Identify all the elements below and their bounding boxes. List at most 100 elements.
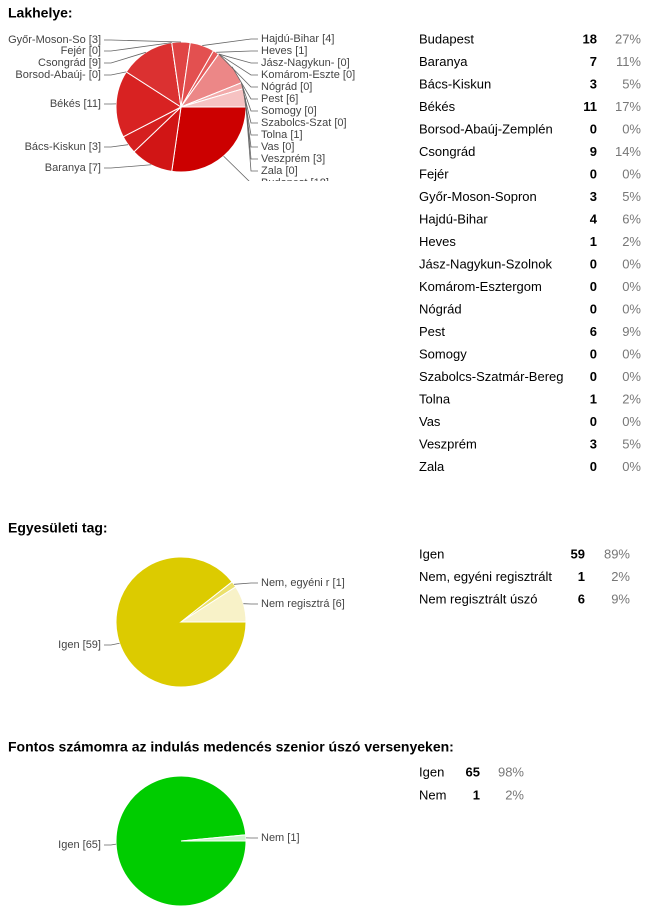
row-count: 0 <box>590 459 597 474</box>
row-count: 7 <box>590 54 597 69</box>
row-count: 0 <box>590 414 597 429</box>
row-count: 3 <box>590 436 597 451</box>
row-percent: 89% <box>604 546 630 561</box>
pie-label: Csongrád [9] <box>38 57 101 69</box>
leader-line <box>216 50 258 53</box>
row-label: Békés <box>419 99 456 114</box>
row-percent: 2% <box>622 234 641 249</box>
row-label: Csongrád <box>419 144 475 159</box>
pie-chart <box>115 775 247 907</box>
row-label: Pest <box>419 324 445 339</box>
row-percent: 0% <box>622 369 641 384</box>
pie-label: Szabolcs-Szat [0] <box>261 117 347 129</box>
pie-label: Veszprém [3] <box>261 153 325 165</box>
row-label: Vas <box>419 414 441 429</box>
row-label: Tolna <box>419 391 451 406</box>
row-percent: 98% <box>498 764 524 779</box>
row-label: Borsod-Abaúj-Zemplén <box>419 121 553 136</box>
row-percent: 0% <box>622 279 641 294</box>
leader-line <box>104 164 152 169</box>
pie-label: Hajdú-Bihar [4] <box>261 33 334 45</box>
pie-label: Igen [59] <box>58 639 101 651</box>
row-label: Szabolcs-Szatmár-Bereg <box>419 369 564 384</box>
row-percent: 0% <box>622 121 641 136</box>
row-label: Budapest <box>419 31 474 46</box>
row-count: 9 <box>590 144 597 159</box>
leader-line <box>218 53 258 64</box>
leader-line <box>104 642 120 646</box>
pie-label: Somogy [0] <box>261 105 317 117</box>
row-label: Heves <box>419 234 456 249</box>
pie-label: Tolna [1] <box>261 129 303 141</box>
leader-line <box>218 53 258 88</box>
leader-line <box>104 843 117 846</box>
row-count: 0 <box>590 121 597 136</box>
row-percent: 0% <box>622 346 641 361</box>
pie-label: Igen [65] <box>58 839 101 851</box>
pie-label: Zala [0] <box>261 165 298 177</box>
row-percent: 2% <box>622 391 641 406</box>
row-count: 1 <box>578 569 585 584</box>
row-count: 0 <box>590 301 597 316</box>
pie-slice <box>171 106 247 173</box>
pie-label: Nem, egyéni r [1] <box>261 577 345 589</box>
row-percent: 9% <box>611 591 630 606</box>
row-label: Zala <box>419 459 445 474</box>
row-label: Jász-Nagykun-Szolnok <box>419 256 552 271</box>
row-label: Nem <box>419 787 446 802</box>
row-percent: 0% <box>622 256 641 271</box>
pie-label: Nógrád [0] <box>261 81 312 93</box>
leader-line <box>104 144 129 148</box>
row-percent: 14% <box>615 144 641 159</box>
pie-label: Pest [6] <box>261 93 298 105</box>
pie-label: Budapest [18] <box>261 177 329 189</box>
pie-label: Vas [0] <box>261 141 294 153</box>
row-percent: 5% <box>622 189 641 204</box>
leader-line <box>240 82 258 112</box>
pie-labels: Igen [65] Nem [1] <box>58 832 299 851</box>
pie-slice <box>115 71 182 138</box>
row-count: 59 <box>571 546 585 561</box>
row-label: Győr-Moson-Sopron <box>419 189 537 204</box>
row-label: Nem, egyéni regisztrált <box>419 569 552 584</box>
row-label: Bács-Kiskun <box>419 76 491 91</box>
row-count: 1 <box>590 391 597 406</box>
row-label: Igen <box>419 764 444 779</box>
pie-label: Fejér [0] <box>61 45 101 57</box>
row-count: 1 <box>590 234 597 249</box>
leader-line <box>202 38 258 46</box>
row-label: Nem regisztrált úszó <box>419 591 537 606</box>
pie-label: Jász-Nagykun- [0] <box>261 57 350 69</box>
row-label: Somogy <box>419 346 467 361</box>
leader-line <box>223 155 250 181</box>
leader-line <box>104 42 172 52</box>
row-percent: 0% <box>622 301 641 316</box>
row-percent: 6% <box>622 211 641 226</box>
pie-label: Heves [1] <box>261 45 307 57</box>
row-label: Hajdú-Bihar <box>419 211 488 226</box>
pie-labels: Budapest [18] Baranya [7] Bács-Kiskun [3] B… <box>8 33 355 189</box>
row-percent: 5% <box>622 76 641 91</box>
row-count: 11 <box>583 99 597 114</box>
row-label: Komárom-Esztergom <box>419 279 542 294</box>
leader-line <box>104 39 182 43</box>
leader-line <box>231 66 258 100</box>
row-count: 65 <box>466 764 480 779</box>
row-count: 6 <box>590 324 597 339</box>
row-count: 3 <box>590 189 597 204</box>
row-label: Igen <box>419 546 444 561</box>
pie-label: Nem regisztrá [6] <box>261 598 345 610</box>
row-percent: 11% <box>616 54 641 69</box>
row-label: Baranya <box>419 54 468 69</box>
pie-label: Baranya [7] <box>45 162 101 174</box>
pie-label: Borsod-Abaúj- [0] <box>15 69 101 81</box>
row-count: 6 <box>578 591 585 606</box>
row-count: 3 <box>590 76 597 91</box>
row-label: Fejér <box>419 166 449 181</box>
leader-line <box>245 106 258 172</box>
row-percent: 27% <box>615 31 641 46</box>
row-percent: 9% <box>622 324 641 339</box>
leader-line <box>104 51 146 64</box>
section-title: Egyesületi tag: <box>8 520 108 536</box>
